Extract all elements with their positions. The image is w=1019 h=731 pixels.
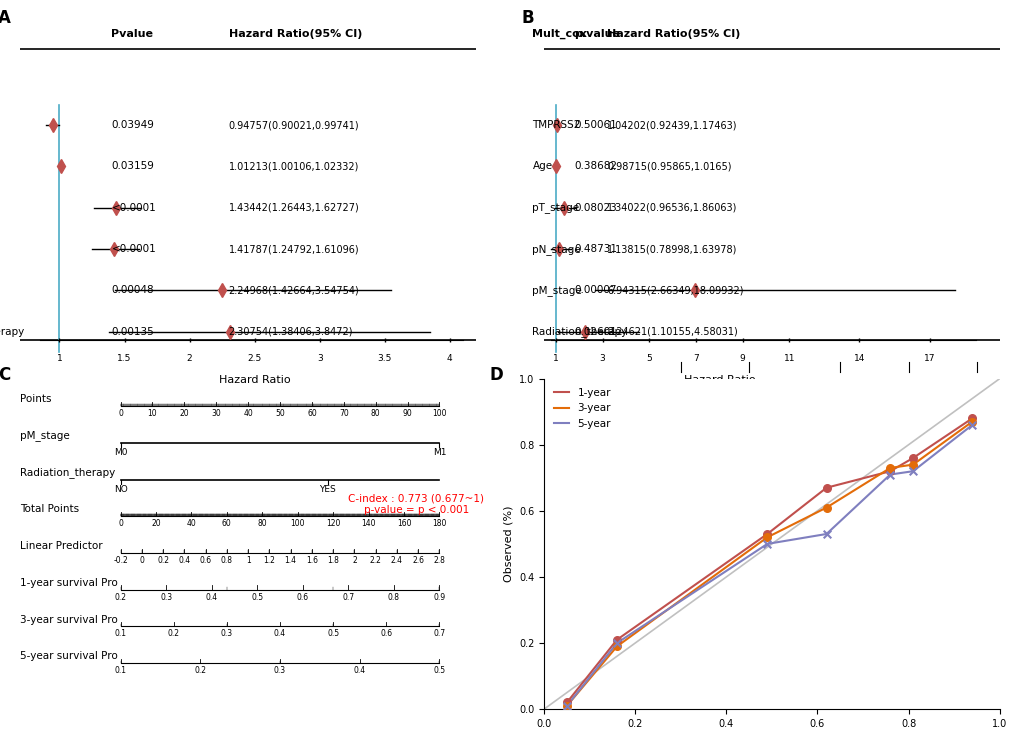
Text: 0.98715(0.95865,1.0165): 0.98715(0.95865,1.0165) <box>606 162 731 172</box>
Text: 1.8: 1.8 <box>327 556 338 565</box>
Text: 2.6: 2.6 <box>412 556 424 565</box>
Text: 0: 0 <box>118 519 123 529</box>
Text: C: C <box>0 366 10 384</box>
Text: 40: 40 <box>186 519 196 529</box>
Text: 5: 5 <box>646 355 651 363</box>
Text: 50: 50 <box>275 409 284 418</box>
Text: 0.50061: 0.50061 <box>574 120 616 130</box>
Text: 20: 20 <box>151 519 161 529</box>
Text: 0.8: 0.8 <box>221 556 232 565</box>
Text: 3-year survival Pro: 3-year survival Pro <box>20 615 118 624</box>
Text: pM_stage: pM_stage <box>20 431 70 442</box>
Text: 0.3: 0.3 <box>220 629 232 638</box>
Text: M1: M1 <box>432 448 445 458</box>
Text: 0.03949: 0.03949 <box>111 120 154 130</box>
Y-axis label: Observed (%): Observed (%) <box>503 506 513 582</box>
Point <box>558 700 575 711</box>
Text: M0: M0 <box>114 448 127 458</box>
Text: B: B <box>521 9 534 27</box>
Point <box>817 528 834 539</box>
Text: C-index : 0.773 (0.677~1)
p-value = p < 0.001: C-index : 0.773 (0.677~1) p-value = p < … <box>347 493 484 515</box>
Text: 0.1: 0.1 <box>114 666 126 675</box>
Text: 0.5: 0.5 <box>327 629 339 638</box>
Text: 90: 90 <box>403 409 412 418</box>
Point <box>758 531 774 543</box>
Text: 2.30754(1.38406,3.8472): 2.30754(1.38406,3.8472) <box>228 327 353 337</box>
Text: <0.0001: <0.0001 <box>111 202 156 213</box>
Point <box>817 501 834 513</box>
Point <box>963 419 979 431</box>
Text: p.value: p.value <box>574 29 620 39</box>
Text: A: A <box>0 9 10 27</box>
Text: 1: 1 <box>552 355 558 363</box>
Point <box>963 412 979 424</box>
Text: 0.00135: 0.00135 <box>111 327 154 337</box>
Text: 2: 2 <box>352 556 357 565</box>
Text: 17: 17 <box>923 355 934 363</box>
Text: 0.03159: 0.03159 <box>111 162 154 172</box>
Point <box>817 482 834 493</box>
Text: 0.08023: 0.08023 <box>574 202 616 213</box>
Text: 1.04202(0.92439,1.17463): 1.04202(0.92439,1.17463) <box>606 120 737 130</box>
Text: 1.13815(0.78998,1.63978): 1.13815(0.78998,1.63978) <box>606 244 737 254</box>
Text: 0.94757(0.90021,0.99741): 0.94757(0.90021,0.99741) <box>228 120 359 130</box>
Point <box>881 469 898 480</box>
Text: D: D <box>489 366 502 384</box>
Text: 0.38682: 0.38682 <box>574 162 616 172</box>
Text: 9: 9 <box>739 355 745 363</box>
Text: Radiation_therapy: Radiation_therapy <box>532 326 627 337</box>
Text: 0.4: 0.4 <box>206 593 217 602</box>
Text: 0.2: 0.2 <box>194 666 206 675</box>
Text: 0.2: 0.2 <box>157 556 169 565</box>
Text: Hazard Ratio(95% CI): Hazard Ratio(95% CI) <box>606 29 740 39</box>
Text: 0.2: 0.2 <box>114 593 126 602</box>
Point <box>558 697 575 708</box>
Text: 0.5: 0.5 <box>433 666 445 675</box>
Text: Age: Age <box>532 162 552 172</box>
Text: 0.5: 0.5 <box>251 593 263 602</box>
Text: 1.34022(0.96536,1.86063): 1.34022(0.96536,1.86063) <box>606 202 737 213</box>
Text: Pvalue: Pvalue <box>111 29 153 39</box>
Point <box>904 452 920 464</box>
Text: 0.9: 0.9 <box>433 593 445 602</box>
Text: 40: 40 <box>243 409 253 418</box>
Text: Points: Points <box>20 394 52 404</box>
Text: 1: 1 <box>56 355 62 363</box>
Point <box>904 466 920 477</box>
Text: -0.2: -0.2 <box>113 556 127 565</box>
Text: 0.3: 0.3 <box>160 593 172 602</box>
Point <box>963 416 979 428</box>
Text: Hazard Ratio(95% CI): Hazard Ratio(95% CI) <box>228 29 362 39</box>
Text: 2.8: 2.8 <box>433 556 445 565</box>
Text: 0.02601: 0.02601 <box>574 327 616 337</box>
Text: 0.4: 0.4 <box>178 556 191 565</box>
Text: 30: 30 <box>211 409 221 418</box>
Text: 120: 120 <box>326 519 340 529</box>
Text: 1.4: 1.4 <box>284 556 297 565</box>
Point <box>881 466 898 477</box>
Text: 0.7: 0.7 <box>433 629 445 638</box>
Text: 0.48731: 0.48731 <box>574 244 616 254</box>
Text: 2: 2 <box>186 355 193 363</box>
Text: 100: 100 <box>290 519 305 529</box>
Point <box>608 640 625 652</box>
Text: 1.41787(1.24792,1.61096): 1.41787(1.24792,1.61096) <box>228 244 359 254</box>
Text: 60: 60 <box>222 519 231 529</box>
Text: 3: 3 <box>599 355 605 363</box>
Text: 0: 0 <box>118 409 123 418</box>
Text: pN_stage: pN_stage <box>532 243 581 254</box>
Text: 0.00007: 0.00007 <box>574 285 616 295</box>
Text: Total Points: Total Points <box>20 504 79 515</box>
Text: 14: 14 <box>853 355 864 363</box>
Text: 0.7: 0.7 <box>342 593 354 602</box>
Text: 0: 0 <box>140 556 144 565</box>
Text: 0.00048: 0.00048 <box>111 285 154 295</box>
Text: 80: 80 <box>371 409 380 418</box>
Point <box>881 462 898 474</box>
Text: 160: 160 <box>396 519 411 529</box>
Text: Radiation_therapy: Radiation_therapy <box>0 326 24 337</box>
Text: 70: 70 <box>338 409 348 418</box>
Text: 0.2: 0.2 <box>167 629 179 638</box>
Text: Linear Predictor: Linear Predictor <box>20 541 103 551</box>
Text: 2.24621(1.10155,4.58031): 2.24621(1.10155,4.58031) <box>606 327 737 337</box>
